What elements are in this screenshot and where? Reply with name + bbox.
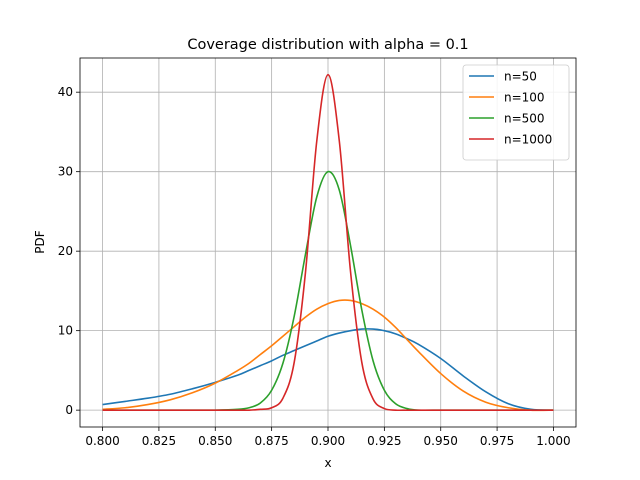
legend-label-n-1000: n=1000 (504, 133, 552, 147)
series-line-n-50 (102, 328, 554, 411)
y-axis-ticks: 0 10 20 30 40 (58, 85, 80, 417)
x-tick-label: 0.850 (198, 434, 232, 448)
x-tick-label: 0.825 (142, 434, 176, 448)
x-tick-label: 0.875 (254, 434, 288, 448)
y-axis-label: PDF (33, 230, 47, 253)
x-tick-label: 0.800 (85, 434, 119, 448)
x-tick-label: 0.900 (311, 434, 345, 448)
y-tick-label: 30 (58, 165, 73, 179)
x-tick-label: 0.950 (424, 434, 458, 448)
series-line-n-100 (102, 299, 554, 412)
y-tick-label: 0 (65, 403, 73, 417)
x-tick-label: 0.975 (480, 434, 514, 448)
chart-title: Coverage distribution with alpha = 0.1 (187, 37, 468, 53)
series-lines (102, 73, 554, 412)
legend: n=50 n=100 n=500 n=1000 (462, 64, 570, 161)
x-axis-label: x (324, 456, 331, 470)
x-tick-label: 1.000 (536, 434, 570, 448)
legend-label-n-500: n=500 (504, 112, 545, 126)
series-line-n-1000 (102, 73, 554, 412)
x-tick-label: 0.925 (367, 434, 401, 448)
y-tick-label: 40 (58, 85, 73, 99)
y-tick-label: 20 (58, 244, 73, 258)
legend-box (462, 64, 570, 161)
legend-label-n-50: n=50 (504, 70, 537, 84)
legend-label-n-100: n=100 (504, 91, 545, 105)
y-tick-label: 10 (58, 324, 73, 338)
x-axis-ticks: 0.800 0.825 0.850 0.875 0.900 0.925 0.950 0.975… (85, 427, 571, 448)
